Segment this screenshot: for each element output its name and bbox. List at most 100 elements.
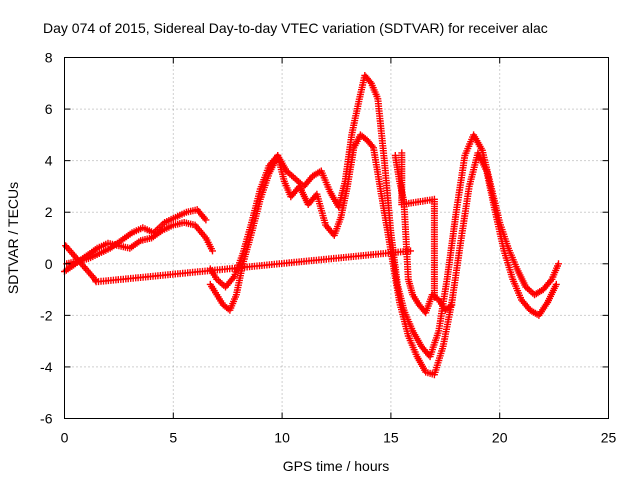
data-point-marker xyxy=(518,296,533,312)
y-axis-title: SDTVAR / TECUs xyxy=(5,182,21,294)
data-point-marker xyxy=(91,275,99,284)
data-point-marker xyxy=(95,245,112,257)
data-point-marker xyxy=(470,131,485,152)
data-point-marker xyxy=(274,152,289,173)
data-point-marker xyxy=(256,164,272,193)
data-point-marker xyxy=(335,180,349,211)
data-point-marker xyxy=(213,291,226,307)
data-series xyxy=(398,149,438,301)
data-point-marker xyxy=(487,182,503,224)
data-point-marker xyxy=(191,221,208,240)
data-point-marker xyxy=(128,225,145,237)
data-point-marker xyxy=(535,300,550,319)
data-point-marker xyxy=(504,244,520,271)
data-point-marker xyxy=(239,221,255,257)
chart-title: Day 074 of 2015, Sidereal Day-to-day VTE… xyxy=(43,20,548,36)
x-tick-label: 10 xyxy=(274,430,290,446)
y-tick-label: 4 xyxy=(45,153,53,169)
data-point-marker xyxy=(509,275,524,302)
data-point-marker xyxy=(248,187,264,226)
data-point-marker xyxy=(374,95,388,162)
data-point-marker xyxy=(317,167,333,193)
data-point-marker xyxy=(513,265,529,289)
data-point-marker xyxy=(407,247,414,255)
data-point-marker xyxy=(531,287,545,299)
data-point-marker xyxy=(117,230,134,245)
data-point-marker xyxy=(376,182,390,227)
data-point-marker xyxy=(400,306,416,332)
data-point-marker xyxy=(548,262,561,283)
y-tick-label: -4 xyxy=(40,359,53,375)
data-point-marker xyxy=(370,144,384,188)
data-point-marker xyxy=(409,291,422,307)
x-tick-label: 25 xyxy=(601,430,617,446)
data-point-marker xyxy=(283,167,297,181)
x-axis-title: GPS time / hours xyxy=(283,458,390,474)
data-point-marker xyxy=(92,247,412,286)
data-point-marker xyxy=(552,280,560,288)
data-point-marker xyxy=(496,219,512,250)
data-point-marker xyxy=(202,234,215,253)
data-point-marker xyxy=(350,133,363,152)
data-point-marker xyxy=(337,185,351,221)
data-point-marker xyxy=(150,220,167,237)
data-point-marker xyxy=(398,196,436,208)
data-point-marker xyxy=(380,157,395,234)
data-point-marker xyxy=(219,301,232,313)
data-point-marker xyxy=(500,247,516,281)
data-point-marker xyxy=(161,214,177,226)
data-point-marker xyxy=(309,168,323,180)
x-tick-label: 0 xyxy=(61,430,69,446)
data-point-marker xyxy=(430,195,438,227)
data-point-marker xyxy=(202,216,210,224)
data-point-marker xyxy=(430,247,438,278)
data-point-marker xyxy=(430,293,438,301)
data-point-marker xyxy=(465,151,481,190)
data-point-marker xyxy=(226,293,239,314)
data-point-marker xyxy=(126,238,143,252)
data-point-marker xyxy=(441,302,454,314)
data-point-marker xyxy=(84,251,101,263)
data-point-marker xyxy=(389,260,403,304)
data-point-marker xyxy=(413,353,429,374)
data-point-marker xyxy=(356,131,369,143)
data-points-layer xyxy=(61,72,562,379)
data-series xyxy=(62,242,414,286)
data-point-marker xyxy=(148,228,165,242)
y-tick-label: -2 xyxy=(40,307,53,323)
data-point-marker xyxy=(341,133,355,185)
data-point-marker xyxy=(348,102,362,139)
y-tick-label: 8 xyxy=(45,50,53,66)
data-point-marker xyxy=(387,229,401,286)
data-point-marker xyxy=(526,306,541,318)
data-point-marker xyxy=(555,260,562,268)
y-tick-label: 6 xyxy=(45,101,53,117)
data-point-marker xyxy=(222,274,237,291)
plot-frame xyxy=(64,57,609,419)
ticks-layer: 0 5 10 15 20 25 -6 -4 -2 0 2 4 6 8 xyxy=(40,50,616,446)
data-point-marker xyxy=(206,280,219,297)
data-point-marker xyxy=(361,72,374,86)
data-point-marker xyxy=(106,238,123,252)
data-point-marker xyxy=(313,190,329,227)
data-point-marker xyxy=(300,174,315,190)
data-point-marker xyxy=(435,296,448,312)
data-point-marker xyxy=(400,198,412,281)
data-point-marker xyxy=(544,282,559,306)
data-point-marker xyxy=(448,301,456,309)
x-tick-label: 20 xyxy=(492,430,508,446)
x-tick-label: 5 xyxy=(169,430,177,446)
data-point-marker xyxy=(404,275,416,296)
data-point-marker xyxy=(404,332,420,358)
y-tick-label: 2 xyxy=(45,204,53,220)
data-point-marker xyxy=(452,154,468,216)
data-point-marker xyxy=(457,185,473,247)
data-point-marker xyxy=(393,280,407,312)
data-point-marker xyxy=(363,136,376,150)
data-point-marker xyxy=(426,329,442,361)
y-tick-label: -6 xyxy=(40,411,53,427)
x-tick-label: 15 xyxy=(383,430,399,446)
data-point-marker xyxy=(139,224,155,236)
data-point-marker xyxy=(354,74,368,108)
